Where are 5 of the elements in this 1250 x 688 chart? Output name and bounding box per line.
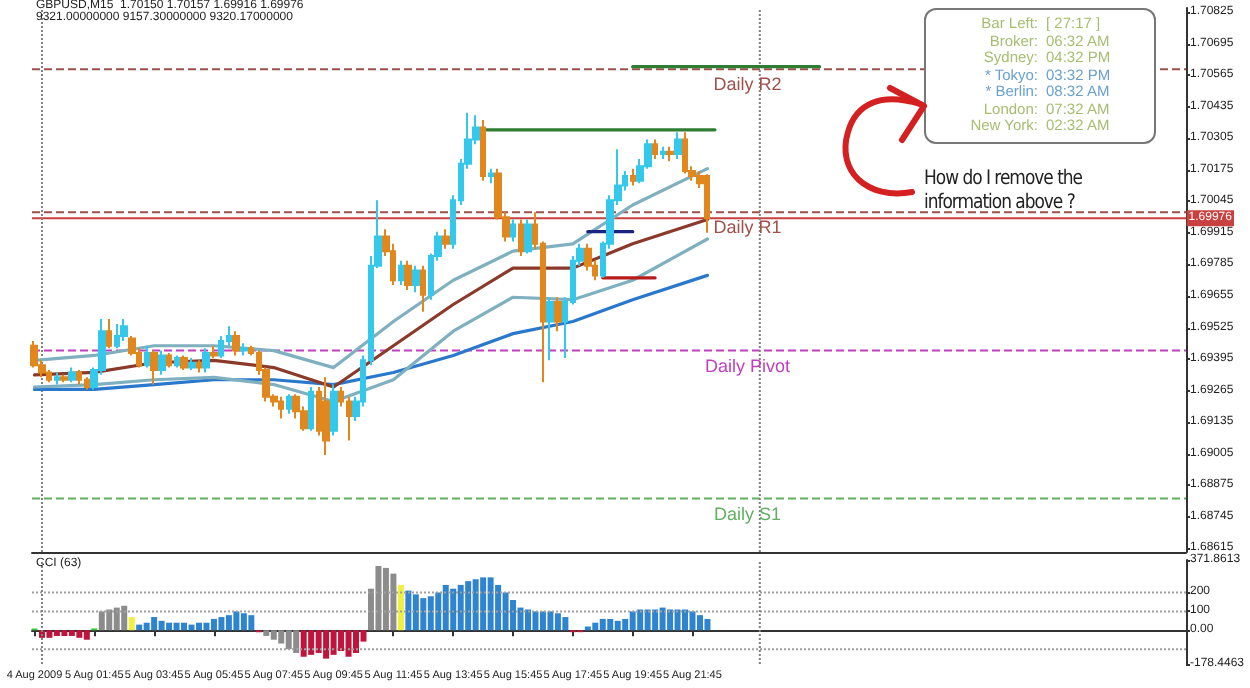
ref-line-label: Daily R2 [713, 74, 782, 95]
ref-line-label: Daily Pivot [704, 355, 791, 376]
ref-line-label: Daily S1 [713, 503, 781, 524]
ref-line-label: Daily R1 [713, 217, 782, 238]
annotation: How do I remove the information above ? [924, 168, 1084, 216]
